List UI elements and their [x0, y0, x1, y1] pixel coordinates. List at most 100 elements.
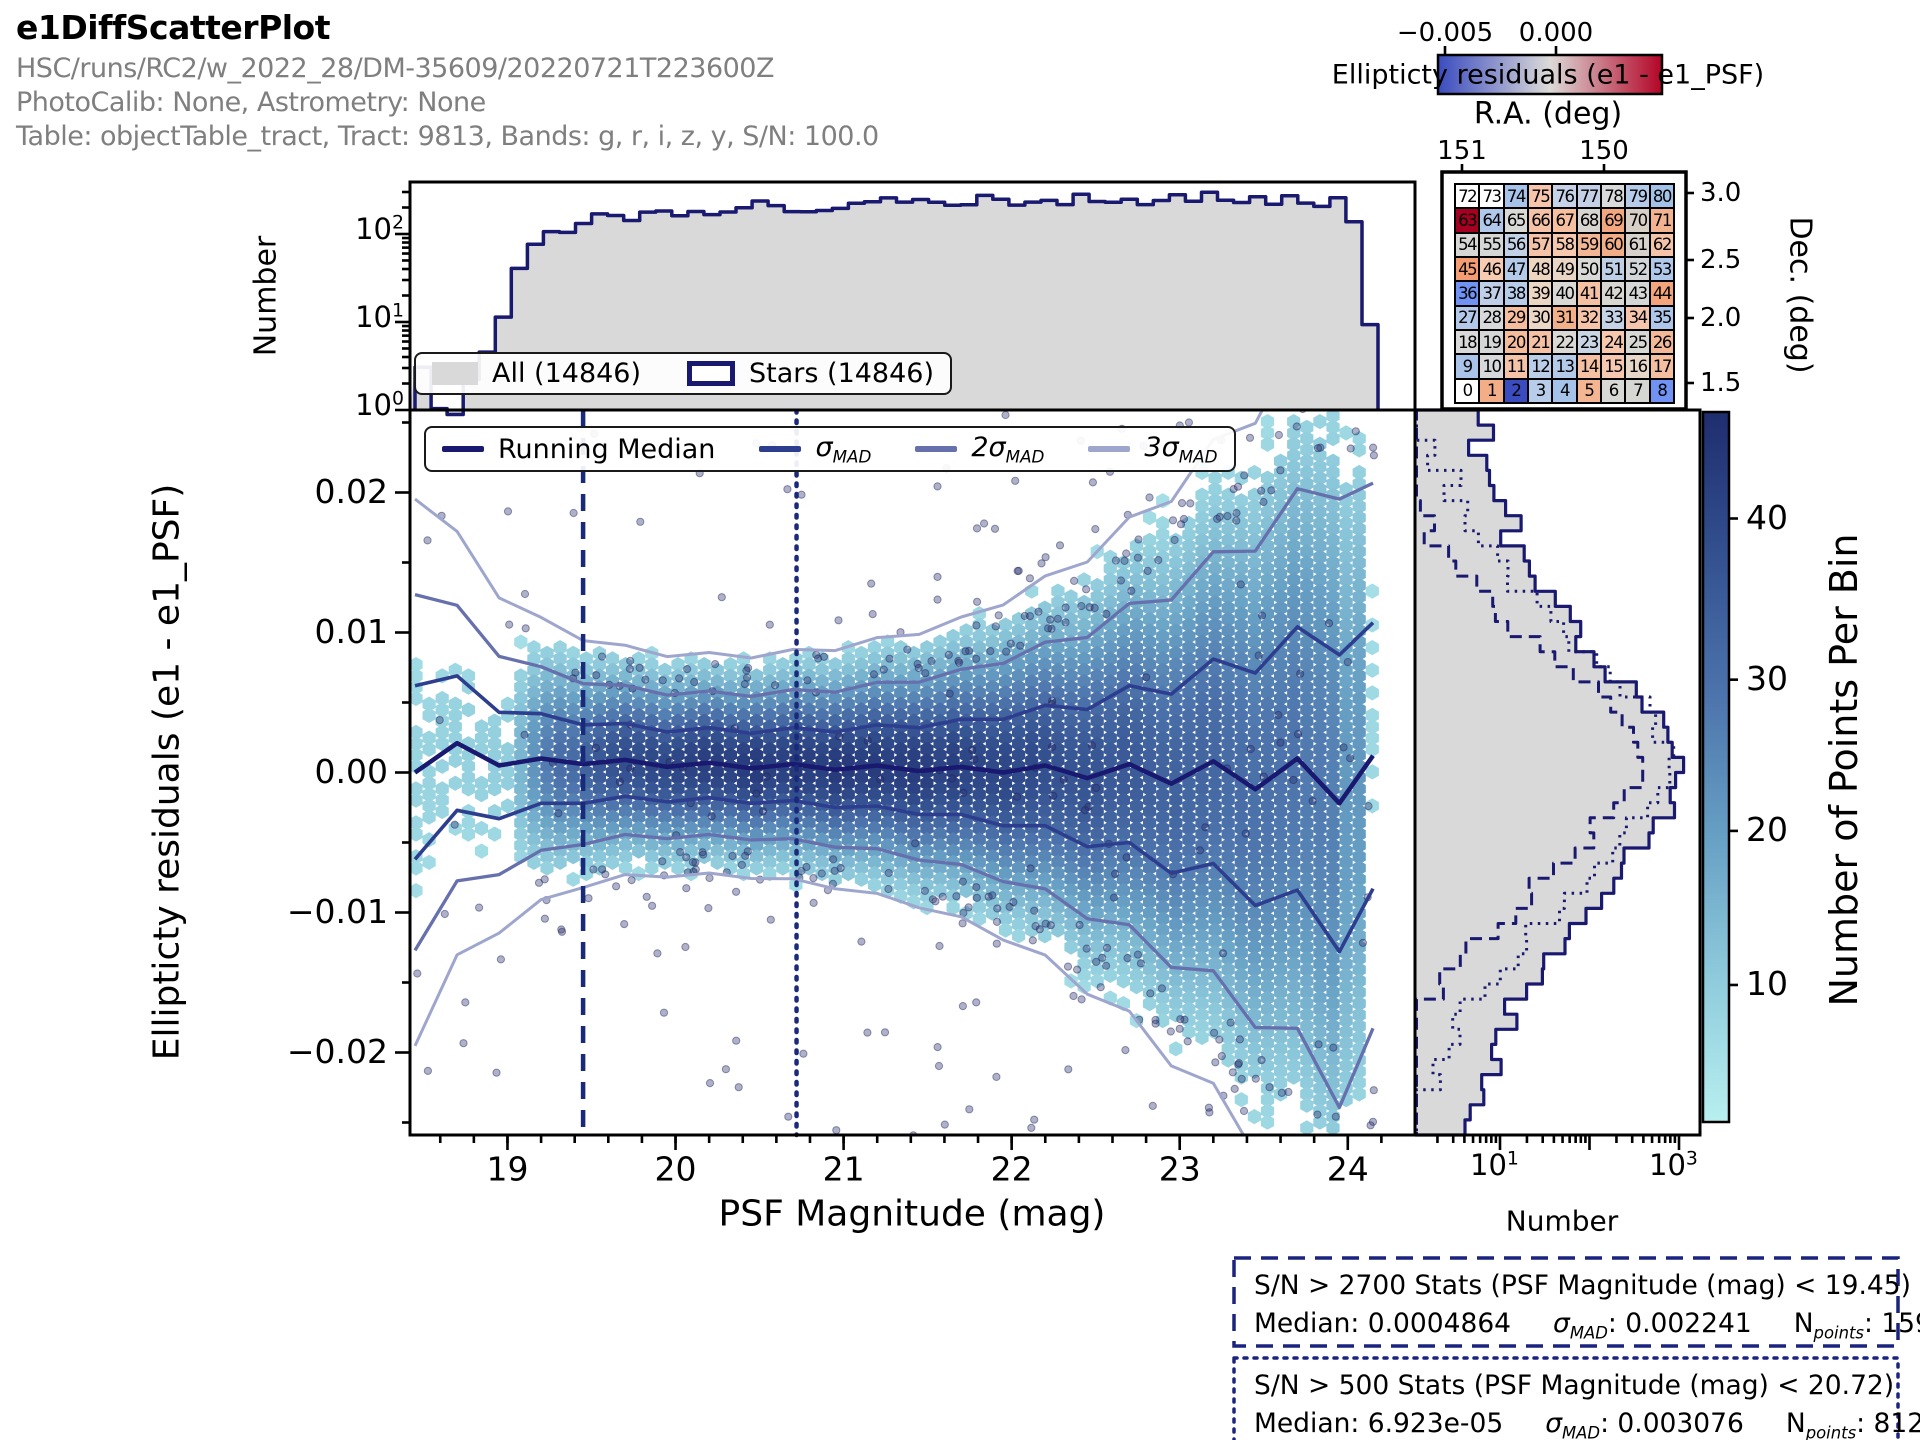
hexbin-layer	[410, 410, 1379, 1135]
3sigma-mad-label: 3σMAD	[1144, 432, 1218, 467]
patch-cell-28: 28	[1479, 305, 1504, 331]
patch-cell-10: 10	[1479, 354, 1504, 379]
patch-cell-60: 60	[1601, 232, 1626, 258]
patch-cell-79: 79	[1625, 184, 1650, 209]
patch-cell-46: 46	[1479, 257, 1504, 282]
2sigma-mad-swatch	[915, 446, 958, 453]
top-colorbar-tick-neg: −0.005	[1396, 18, 1494, 48]
patch-cell-4: 4	[1552, 378, 1577, 404]
patch-cell-59: 59	[1576, 232, 1602, 258]
stats-box-sn2700-border	[1232, 1256, 1900, 1348]
patch-cell-49: 49	[1552, 257, 1577, 282]
patch-cell-53: 53	[1649, 257, 1675, 282]
patch-cell-2: 2	[1503, 378, 1529, 404]
colorbar-tick-label: 30	[1746, 658, 1788, 698]
dec-tick-label: 3.0	[1700, 178, 1742, 208]
patch-cell-55: 55	[1479, 232, 1504, 258]
side-hist-x-tick-1000: 103	[1649, 1148, 1698, 1182]
main-x-tick-label: 23	[1158, 1149, 1201, 1189]
colorbar-label: Number of Points Per Bin	[1822, 533, 1866, 1007]
tract-patch-minimap: 72 73 74 75 76 77 78 79 80 63 64 65 66 67 68 69 70 71 54 55…	[1454, 183, 1676, 405]
patch-cell-24: 24	[1601, 330, 1626, 355]
side-histogram-layer	[1415, 408, 1686, 1137]
patch-cell-56: 56	[1503, 232, 1529, 258]
patch-cell-18: 18	[1455, 330, 1480, 355]
main-x-tick-label: 21	[822, 1149, 865, 1189]
main-y-tick-label: −0.02	[286, 1031, 388, 1071]
top-hist-y-tick-100: 102	[355, 212, 404, 246]
patch-cell-39: 39	[1528, 281, 1553, 306]
ra-tick-150: 150	[1579, 136, 1629, 166]
top-hist-y-label: Number	[248, 235, 284, 357]
running-median-lines-layer	[413, 407, 1375, 1138]
colorbar-tick-label: 40	[1746, 497, 1788, 537]
patch-cell-78: 78	[1601, 184, 1626, 209]
patch-cell-26: 26	[1649, 330, 1675, 355]
top-hist-y-tick-10: 101	[355, 300, 404, 334]
patch-cell-54: 54	[1455, 232, 1480, 258]
sigma-mad-label: σMAD	[815, 432, 872, 467]
stats-sn2700-title: S/N > 2700 Stats (PSF Magnitude (mag) < …	[1254, 1270, 1911, 1301]
patch-cell-70: 70	[1625, 208, 1650, 233]
patch-cell-37: 37	[1479, 281, 1504, 306]
main-y-tick-label: 0.02	[314, 471, 388, 511]
side-hist-x-label: Number	[1505, 1204, 1619, 1238]
patch-cell-67: 67	[1552, 208, 1577, 233]
patch-cell-61: 61	[1625, 232, 1650, 258]
all-label: All (14846)	[492, 358, 642, 389]
dec-tick-label: 2.5	[1700, 245, 1742, 275]
colorbar-tick-label: 10	[1746, 963, 1788, 1003]
main-x-tick-label: 19	[486, 1149, 529, 1189]
patch-cell-12: 12	[1528, 354, 1553, 379]
top-colorbar-label: Ellipticty residuals (e1 - e1_PSF)	[1331, 59, 1765, 91]
legend-item-2sigma-mad: 2σMAD	[915, 432, 1044, 466]
main-y-tick-label: 0.01	[314, 611, 388, 651]
stars-label: Stars (14846)	[749, 358, 934, 389]
patch-cell-65: 65	[1503, 208, 1529, 233]
patch-cell-35: 35	[1649, 305, 1675, 331]
dec-tick-label: 1.5	[1700, 368, 1742, 398]
ra-tick-151: 151	[1437, 136, 1487, 166]
legend-item-all: All (14846)	[432, 358, 641, 389]
patch-cell-22: 22	[1552, 330, 1577, 355]
main-y-tick-label: 0.00	[314, 751, 388, 791]
legend-item-running-median: Running Median	[442, 434, 715, 465]
patch-cell-25: 25	[1625, 330, 1650, 355]
page-title: e1DiffScatterPlot	[16, 8, 331, 47]
patch-cell-8: 8	[1649, 378, 1675, 404]
running-median-label: Running Median	[498, 433, 716, 465]
patch-cell-21: 21	[1528, 330, 1553, 355]
main-x-label: PSF Magnitude (mag)	[718, 1193, 1106, 1235]
patch-cell-47: 47	[1503, 257, 1529, 282]
patch-cell-32: 32	[1576, 305, 1602, 331]
stats-box-sn500: S/N > 500 Stats (PSF Magnitude (mag) < 2…	[1238, 1362, 1920, 1440]
legend-item-sigma-mad: σMAD	[759, 432, 871, 466]
patch-cell-42: 42	[1601, 281, 1626, 306]
top-hist-y-tick-1: 100	[355, 388, 404, 422]
patch-cell-23: 23	[1576, 330, 1602, 355]
stats-sn500-values: Median: 6.923e-05 σMAD: 0.003076 Npoints: …	[1254, 1408, 1920, 1440]
patch-cell-16: 16	[1625, 354, 1650, 379]
running-median-swatch	[442, 446, 484, 453]
patch-cell-1: 1	[1479, 378, 1504, 404]
patch-cell-11: 11	[1503, 354, 1529, 379]
table-subtitle: Table: objectTable_tract, Tract: 9813, B…	[16, 121, 879, 152]
patch-cell-27: 27	[1455, 305, 1480, 331]
patch-cell-15: 15	[1601, 354, 1626, 379]
patch-cell-44: 44	[1649, 281, 1675, 306]
patch-cell-3: 3	[1528, 378, 1553, 404]
patch-cell-9: 9	[1455, 354, 1480, 379]
patch-cell-5: 5	[1576, 378, 1602, 404]
points-per-bin-colorbar	[1701, 410, 1731, 1124]
patch-cell-30: 30	[1528, 305, 1553, 331]
stats-sn2700-values: Median: 0.0004864 σMAD: 0.002241 Npoints: …	[1254, 1308, 1920, 1343]
legend-item-stars: Stars (14846)	[687, 358, 934, 389]
stats-box-sn2700: S/N > 2700 Stats (PSF Magnitude (mag) < …	[1238, 1262, 1920, 1352]
patch-cell-0: 0	[1455, 378, 1480, 404]
patch-cell-63: 63	[1455, 208, 1480, 233]
main-plot-legend: Running Median σMAD 2σMAD 3σMAD	[424, 426, 1236, 473]
sigma-mad-swatch	[759, 446, 802, 453]
stats-box-sn500-border	[1232, 1356, 1900, 1440]
main-x-tick-label: 24	[1326, 1149, 1369, 1189]
scatter-points-layer	[413, 410, 1379, 1135]
